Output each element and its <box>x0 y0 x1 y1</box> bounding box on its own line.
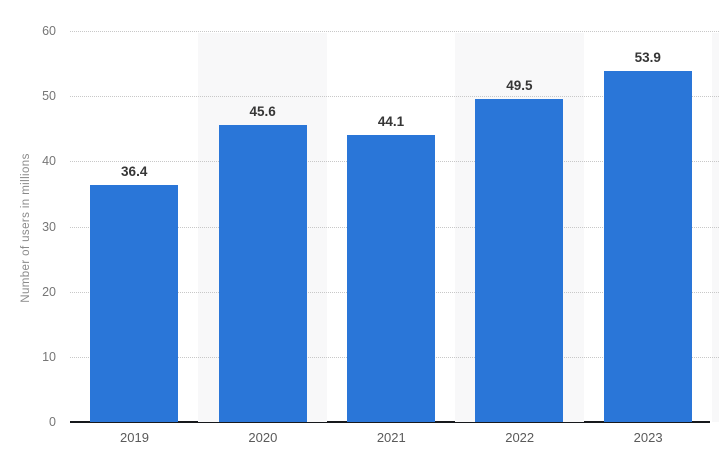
bar-2022[interactable] <box>475 99 564 422</box>
y-tick-label-60: 60 <box>42 24 56 38</box>
bar-value-label-2021: 44.1 <box>377 113 405 129</box>
bar-value-label-2022: 49.5 <box>506 78 533 94</box>
x-axis-line <box>70 421 710 423</box>
y-tick-label-10: 10 <box>42 349 56 364</box>
y-tick-label-40: 40 <box>42 154 56 169</box>
x-tick-label-2023: 2023 <box>633 430 663 445</box>
bar-2019[interactable] <box>90 184 179 422</box>
bar-value-label-2019: 36.4 <box>121 163 148 179</box>
plot-band-partial <box>712 33 719 422</box>
bar-value-label-2020: 45.6 <box>249 103 276 119</box>
bar-2020[interactable] <box>218 124 307 422</box>
y-tick-label-30: 30 <box>42 219 56 234</box>
gridline-y-50 <box>70 96 719 98</box>
y-tick-label-50: 50 <box>42 89 56 104</box>
gridline-y-60 <box>70 31 719 32</box>
bar-2021[interactable] <box>347 134 435 422</box>
x-tick-label-2019: 2019 <box>120 430 149 445</box>
x-tick-label-2020: 2020 <box>248 430 278 445</box>
x-tick-label-2021: 2021 <box>376 430 406 445</box>
y-tick-label-0: 0 <box>49 415 56 429</box>
x-tick-label-2022: 2022 <box>505 430 535 445</box>
bar-2023[interactable] <box>603 70 692 422</box>
bar-value-label-2023: 53.9 <box>634 49 661 65</box>
y-tick-label-20: 20 <box>42 284 56 299</box>
